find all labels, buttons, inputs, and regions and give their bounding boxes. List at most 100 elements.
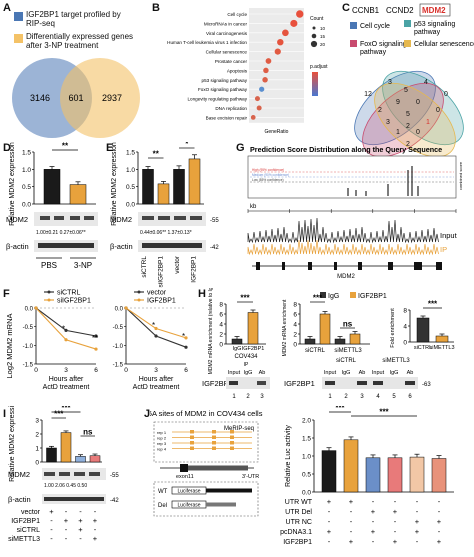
luc-j-rep-label: rep 3 (157, 441, 167, 446)
luc-j-rep-peak (212, 441, 216, 445)
bar-d-bar (43, 169, 61, 205)
rip-h-lane-right: Ab (407, 370, 414, 376)
dotplot-point (250, 115, 256, 120)
line-f-xlabel-2: ActD treatment (133, 384, 180, 391)
dotplot-point (254, 96, 260, 102)
luc-j-row-label: pcDNA3.1 (280, 529, 312, 536)
line-f-legend-point (137, 290, 141, 294)
rip-h-c3-bar (416, 317, 430, 343)
line-f-point (94, 334, 98, 338)
bar-i-row-mark: + (78, 525, 83, 534)
rip-h-blot-right-band (405, 381, 415, 385)
bar-i-bar (46, 447, 57, 463)
luc-j-1-sig: *** (335, 406, 345, 413)
venn-c-count: 0 (444, 91, 448, 98)
luc-j-row-mark: - (416, 507, 419, 516)
bar-i-3-sig: ns (83, 428, 93, 437)
blot-e-quant: 0.44±0.06** 1.37±0.13* (140, 230, 192, 236)
luc-j-construct-luc: Luciferase (177, 489, 200, 495)
line-f-ytick-label: 0.0 (25, 307, 34, 313)
luc-j-row-mark: - (438, 497, 441, 506)
rip-h-blot-label-right: IGF2BP1 (284, 379, 315, 388)
bar-e-ytick-label: 1.0 (126, 167, 135, 174)
rip-h-cond-right-1: siCTRL (336, 358, 357, 364)
venn-c-count: 0 (416, 99, 420, 106)
luc-j-row-mark: - (350, 507, 353, 516)
luc-j-row-mark: - (372, 497, 375, 506)
dotplot-point (274, 48, 281, 55)
line-f-sig: * (182, 332, 185, 341)
line-f-xtick-label: 0 (124, 367, 128, 374)
luc-j: m6A sites of MDM2 in COV434 cells MeRIP-s… (150, 406, 454, 546)
rip-h-c2-bar (349, 333, 361, 345)
tracks-g-exon (308, 262, 312, 270)
luc-j-row-mark: + (393, 507, 398, 516)
panel-c-label: C (342, 2, 350, 14)
dotplot-count-title: Count (310, 16, 324, 22)
line-f-point (64, 338, 68, 342)
bar-i-bar (60, 432, 72, 463)
line-f-ytick-label: -1.5 (113, 363, 124, 369)
line-f-legend-point (47, 298, 51, 302)
blot-i-band (44, 472, 55, 476)
gene-ccnb1: CCNB1 (352, 6, 380, 15)
dotplot-count-key (310, 40, 318, 48)
luc-j-row-mark: - (394, 517, 397, 526)
bar-i-ytick-label: 3 (35, 418, 39, 425)
dotplot-point (256, 105, 262, 111)
line-f-point (184, 345, 188, 349)
luc-j-bar (387, 457, 403, 493)
bar-d-sig: ** (62, 142, 69, 151)
venn-c-count: 0 (416, 129, 420, 136)
venn-c-legend-swatch (404, 40, 411, 47)
tracks-g-exon (414, 262, 422, 270)
luc-j-row-mark: + (371, 527, 376, 536)
tracks-g-gene-label: MDM2 (337, 274, 355, 280)
line-f-ytick-label: -0.5 (23, 325, 34, 331)
venn-c-count: 5 (406, 111, 410, 118)
luc-j-ytick-label: 0.5 (302, 472, 311, 479)
luc-j-ytick-label: 0.0 (302, 490, 311, 497)
luc-j-rep-label: rep 1 (157, 430, 167, 435)
dotplot-xlabel: GeneRatio (265, 129, 289, 135)
panel-j-label: J (144, 408, 151, 420)
bar-i-row-mark: - (50, 534, 53, 543)
rip-h-mw: -63 (422, 382, 431, 388)
venn-c-count: 2 (406, 141, 410, 148)
venn-c-count: 3 (386, 119, 390, 126)
rip-h-c2-ytick-label: 8 (293, 302, 297, 309)
dotplot-point (282, 29, 289, 37)
rip-h-legend-swatch-igg (320, 292, 326, 298)
luc-j-row-label: UTR NC (286, 519, 312, 526)
bar-e-bar (173, 169, 185, 205)
dotplot-count-value: 15 (320, 34, 326, 39)
tracks-g-threshold-label: Low (85% confidence) (252, 178, 284, 182)
rip-h-c2-ylabel: MDM2 mRNA enrichment (282, 299, 288, 356)
rip-h-blot-right-band (373, 381, 383, 385)
venn-count-left: 3146 (30, 93, 50, 103)
luc-j-rep-label: rep 4 (157, 447, 167, 452)
venn-c-legend-label: Cell cycle (360, 23, 390, 30)
dotplot-panel-bg (249, 8, 304, 123)
luc-j-row-label: IGF2BP1 (283, 539, 312, 546)
rip-h-blot-left-band (229, 381, 238, 385)
bar-e-xlabel: siCTRL (141, 256, 148, 278)
bar-i: Relative MDM2 expression 0 1 2 3 ****** ns MDM2… (8, 406, 119, 543)
luc-j-row-mark: + (437, 537, 442, 546)
venn-c-legend-swatch (350, 40, 357, 47)
rip-h-c1-bar (231, 338, 243, 345)
rip-h-c1-ytick-label: 4 (219, 322, 223, 329)
rip-h-lane-right: Input (372, 370, 385, 376)
bar-i-row-label: siMETTL3 (8, 536, 40, 543)
bar-i-ytick-label: 0 (35, 460, 39, 467)
rip-h-c2-ytick-label: 0 (293, 342, 297, 349)
bar-e-bar (157, 183, 170, 205)
luc-j-ytick-label: 1.0 (302, 454, 311, 461)
luc-j-row-mark: - (394, 527, 397, 536)
dotplot-point (263, 67, 269, 74)
blot-i-quant: 1.00 2.06 0.45 0.50 (44, 483, 87, 489)
blot-e-band (174, 216, 186, 220)
luc-j-rep-label: rep 2 (157, 436, 167, 441)
rip-h-ip-left: IP (244, 362, 249, 368)
rip-h-c2-bar (304, 338, 316, 345)
